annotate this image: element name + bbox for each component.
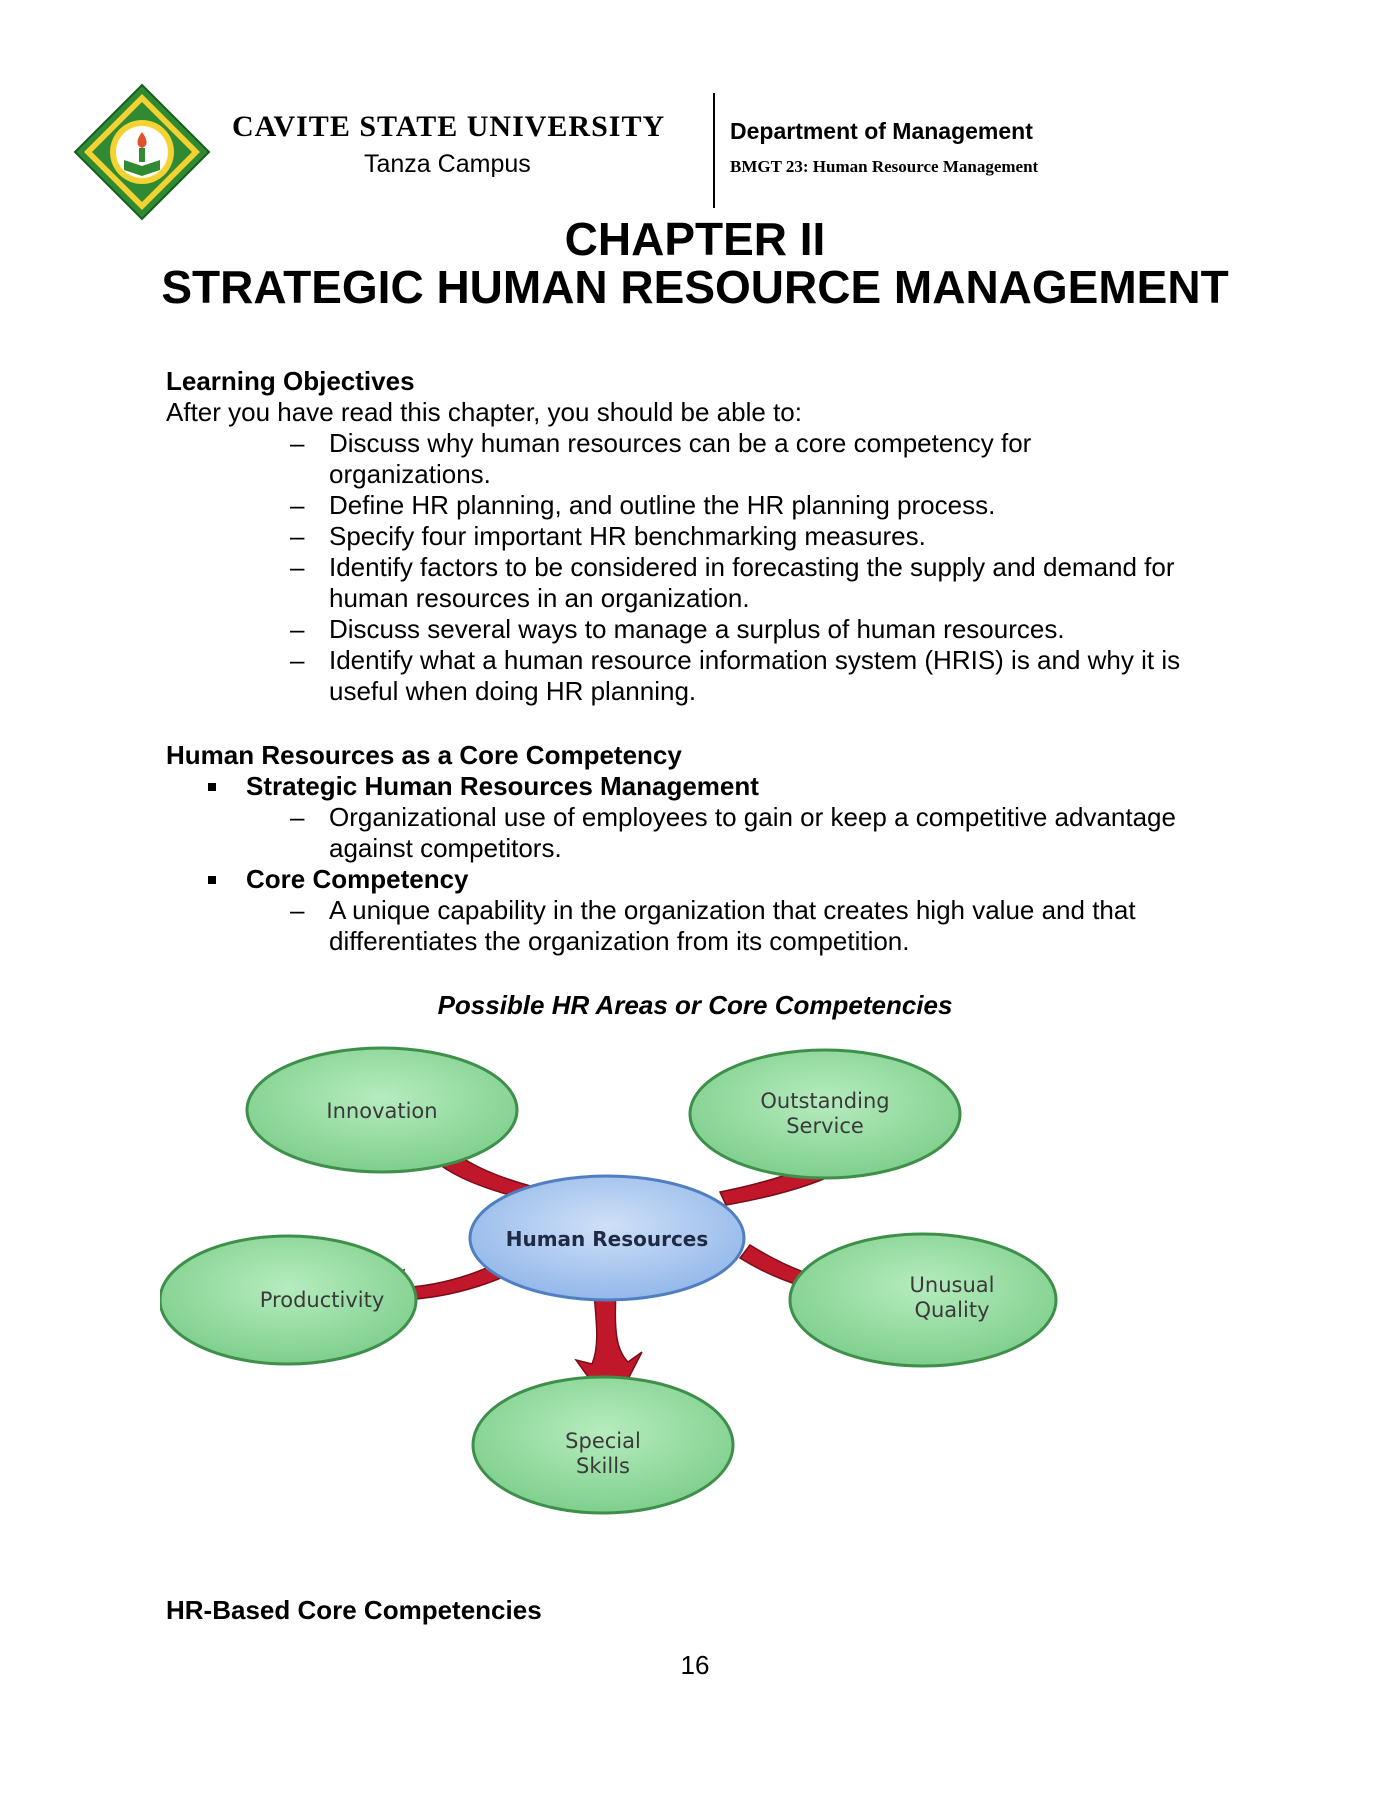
list-item-text: Identify factors to be considered in for… — [329, 552, 1175, 582]
innovation-node — [245, 1046, 519, 1174]
list-item-text: Identify what a human resource informati… — [329, 645, 1181, 675]
human-resources-node — [468, 1174, 746, 1302]
list-item-text: human resources in an organization. — [329, 583, 750, 613]
human-resources-label: Human Resources — [506, 1227, 709, 1251]
diagram-title: Possible HR Areas or Core Competencies — [437, 990, 953, 1020]
special-skills-node — [471, 1375, 735, 1515]
dash-bullet: – — [290, 895, 305, 925]
university-name: CAVITE STATE UNIVERSITY — [232, 110, 666, 143]
unusual-quality-node — [788, 1232, 1058, 1368]
bullet-definition: differentiates the organization from its… — [329, 926, 910, 956]
square-bullet-icon — [208, 876, 216, 884]
outstanding-service-label: Service — [786, 1114, 864, 1138]
outstanding-service-node — [688, 1048, 962, 1180]
bullet-definition: against competitors. — [329, 833, 562, 863]
dash-bullet: – — [290, 802, 305, 832]
list-item-text: Discuss several ways to manage a surplus… — [329, 614, 1065, 644]
outstanding-service-label: Outstanding — [760, 1089, 889, 1113]
core-competency-heading: Human Resources as a Core Competency — [166, 740, 682, 770]
innovation-label: Innovation — [326, 1099, 437, 1123]
learning-objectives-intro: After you have read this chapter, you sh… — [166, 397, 802, 427]
page-number: 16 — [680, 1650, 710, 1680]
special-skills-label: Special — [565, 1429, 641, 1453]
productivity-node — [160, 1234, 418, 1366]
department-name: Department of Management — [730, 118, 1033, 144]
dash-bullet: – — [290, 490, 305, 520]
list-item-text: organizations. — [329, 459, 491, 489]
list-item-text: Specify four important HR benchmarking m… — [329, 521, 926, 551]
bullet-definition: A unique capability in the organization … — [329, 895, 1136, 925]
header-divider — [713, 93, 715, 208]
university-seal-icon — [73, 83, 211, 221]
unusual-quality-label: Quality — [914, 1298, 989, 1322]
chapter-label: CHAPTER II — [564, 213, 826, 265]
dash-bullet: – — [290, 521, 305, 551]
bullet-definition: Organizational use of employees to gain … — [329, 802, 1176, 832]
page-title: STRATEGIC HUMAN RESOURCE MANAGEMENT — [161, 261, 1229, 313]
special-skills-label: Skills — [576, 1454, 630, 1478]
dash-bullet: – — [290, 645, 305, 675]
bullet-term: Core Competency — [246, 864, 469, 894]
dash-bullet: – — [290, 614, 305, 644]
dash-bullet: – — [290, 428, 305, 458]
bullet-term: Strategic Human Resources Management — [246, 771, 759, 801]
productivity-label: Productivity — [260, 1288, 385, 1312]
course-name: BMGT 23: Human Resource Management — [730, 157, 1039, 176]
dash-bullet: – — [290, 552, 305, 582]
list-item-text: useful when doing HR planning. — [329, 676, 697, 706]
hr-based-core-competencies-heading: HR-Based Core Competencies — [166, 1595, 542, 1625]
learning-objectives-heading: Learning Objectives — [166, 366, 415, 396]
list-item-text: Define HR planning, and outline the HR p… — [329, 490, 996, 520]
list-item-text: Discuss why human resources can be a cor… — [329, 428, 1032, 458]
square-bullet-icon — [208, 783, 216, 791]
unusual-quality-label: Unusual — [910, 1273, 995, 1297]
campus-name: Tanza Campus — [364, 150, 531, 178]
core-competencies-diagram: Innovation Outstanding Service Productiv… — [160, 1046, 1058, 1515]
